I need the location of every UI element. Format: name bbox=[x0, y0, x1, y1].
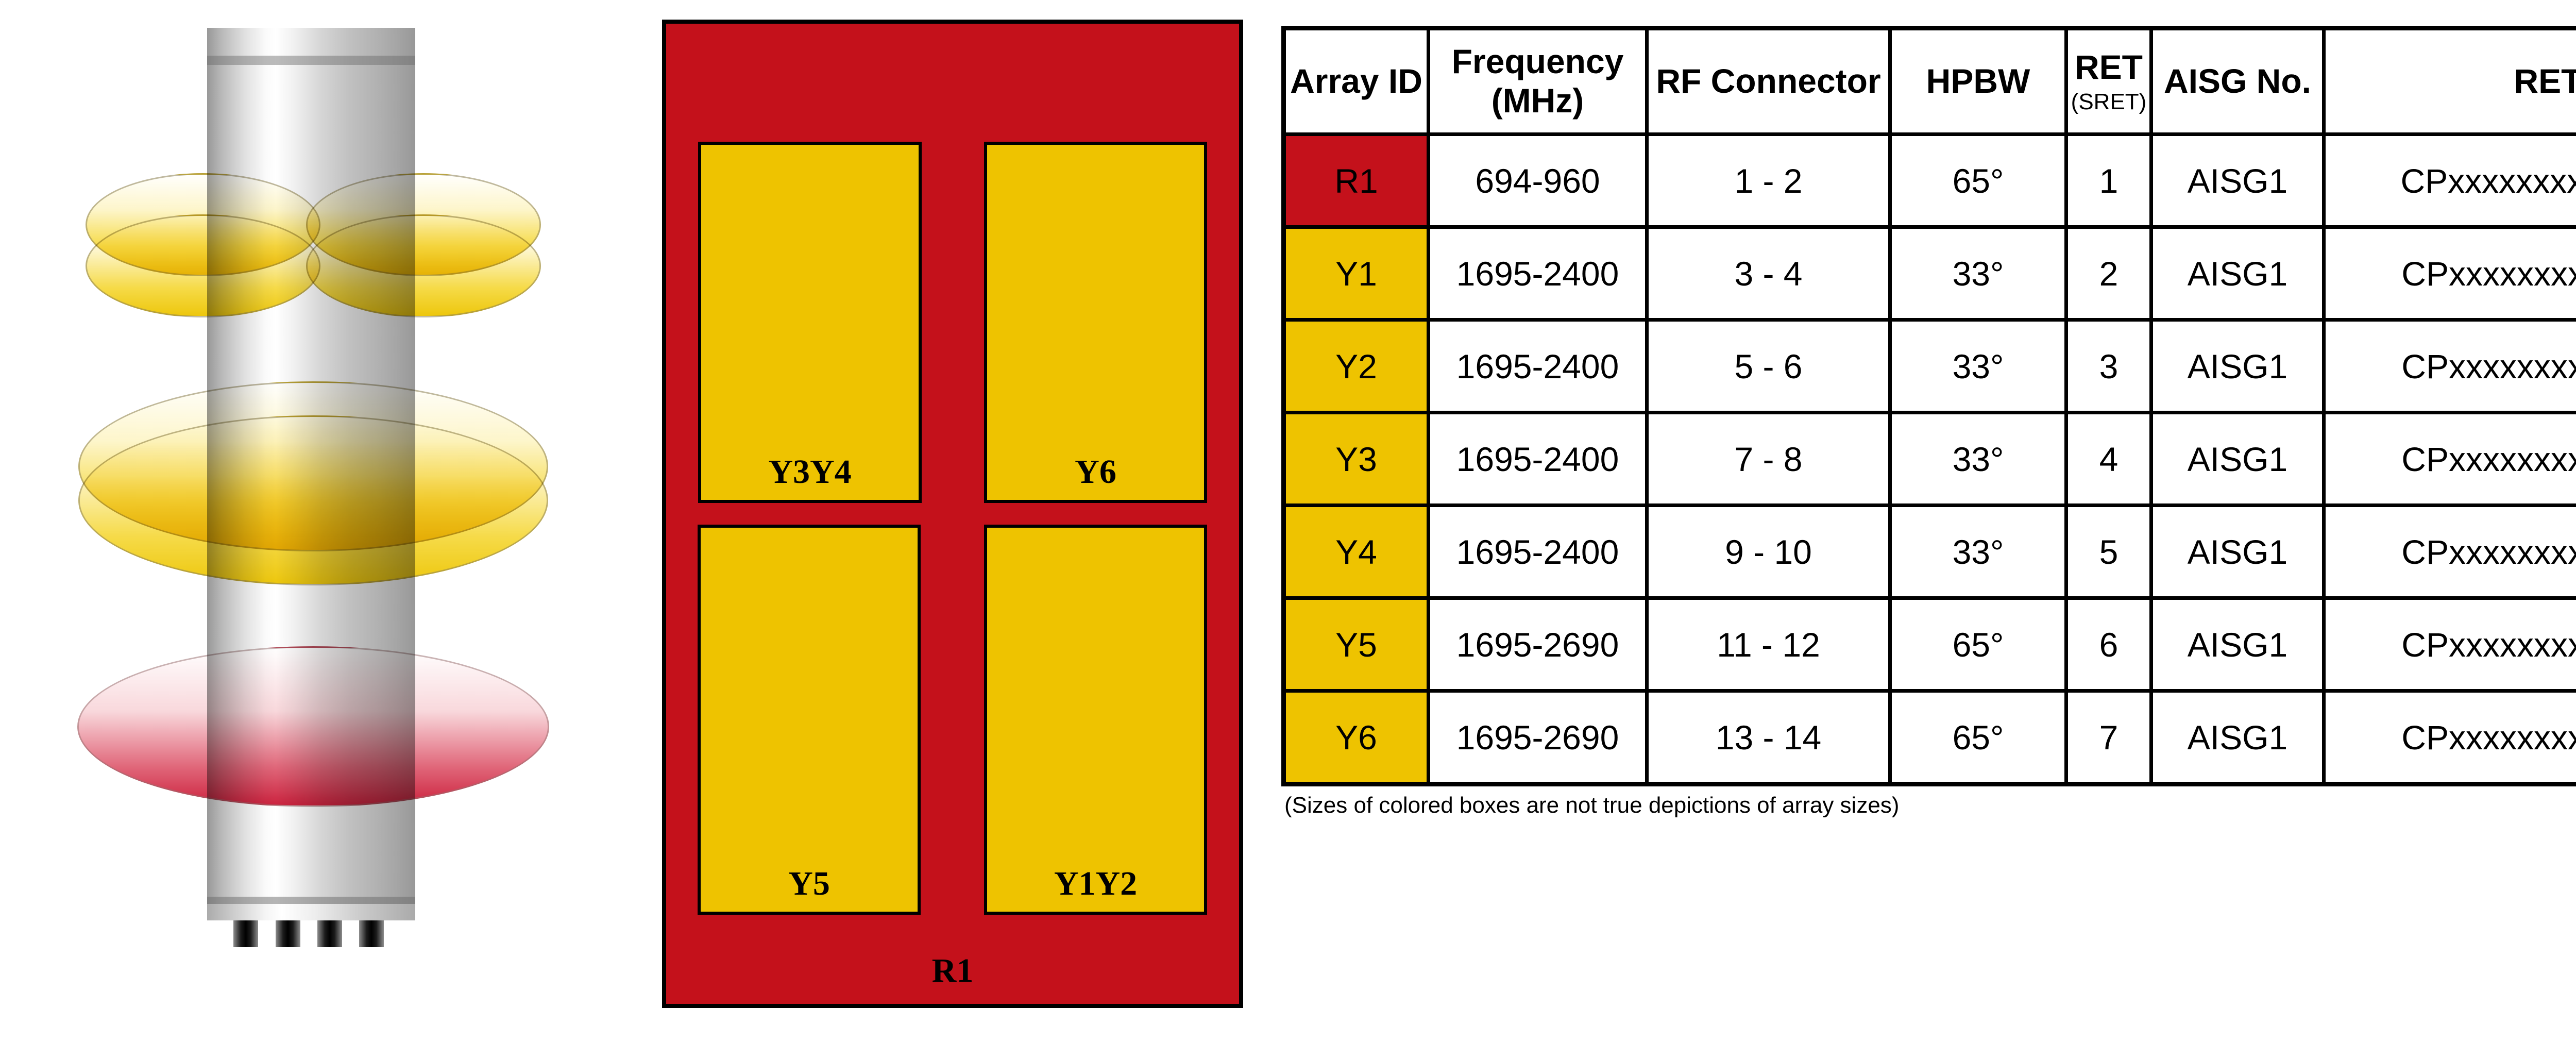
wide-yellow-beam-ellipse bbox=[78, 415, 548, 585]
array-id-cell: Y3 bbox=[1282, 411, 1430, 507]
rf-connector-stub bbox=[317, 920, 342, 947]
array-box-label: Y6 bbox=[1075, 453, 1116, 491]
frequency-cell: 694-960 bbox=[1427, 132, 1649, 229]
ret-cell: 5 bbox=[2064, 503, 2153, 600]
narrow-yellow-beam-right-ellipse bbox=[306, 214, 541, 317]
array-id-cell: Y5 bbox=[1282, 596, 1430, 693]
table-footnote: (Sizes of colored boxes are not true dep… bbox=[1284, 793, 1900, 818]
rf-connector-stub bbox=[276, 920, 300, 947]
array-layout-panel: Y3Y4 Y6 Y5 Y1Y2 R1 bbox=[662, 20, 1243, 1008]
array-box-label: Y1Y2 bbox=[1054, 865, 1138, 902]
hpbw-cell: 33° bbox=[1888, 318, 2068, 414]
ret-cell: 7 bbox=[2064, 689, 2153, 786]
array-spec-table: Array ID Frequency (MHz) RF Connector HPB… bbox=[1281, 26, 2576, 786]
ret-cell: 4 bbox=[2064, 411, 2153, 507]
col-header-array-id: Array ID bbox=[1282, 26, 1430, 136]
table-row: Y4 1695-2400 9 - 10 33° 5 AISG1 CPxxxxxx… bbox=[1282, 503, 2576, 600]
ret-uid-cell: CPxxxxxxxxxxxxxxxxY4 bbox=[2322, 503, 2576, 600]
table-row: R1 694-960 1 - 2 65° 1 AISG1 CPxxxxxxxxx… bbox=[1282, 132, 2576, 229]
array-box-y3y4: Y3Y4 bbox=[698, 142, 922, 503]
hpbw-cell: 65° bbox=[1888, 689, 2068, 786]
col-header-hpbw: HPBW bbox=[1888, 26, 2068, 136]
radome-bottom-seam bbox=[207, 897, 415, 904]
col-header-ret-uid: RET UID bbox=[2322, 26, 2576, 136]
aisg-cell: AISG1 bbox=[2149, 411, 2326, 507]
rf-connector-stub bbox=[359, 920, 384, 947]
array-box-label: Y5 bbox=[788, 865, 830, 902]
ret-uid-cell: CPxxxxxxxxxxxxxxxxY6 bbox=[2322, 689, 2576, 786]
array-id-cell: Y6 bbox=[1282, 689, 1430, 786]
ret-cell: 6 bbox=[2064, 596, 2153, 693]
hpbw-cell: 65° bbox=[1888, 596, 2068, 693]
array-id-cell: Y2 bbox=[1282, 318, 1430, 414]
rf-connector-cell: 11 - 12 bbox=[1645, 596, 1892, 693]
array-panel-label-r1: R1 bbox=[931, 952, 974, 989]
aisg-cell: AISG1 bbox=[2149, 503, 2326, 600]
array-id-cell: R1 bbox=[1282, 132, 1430, 229]
array-box-y1y2: Y1Y2 bbox=[984, 525, 1207, 915]
radome-end-cap bbox=[207, 904, 415, 920]
frequency-cell: 1695-2400 bbox=[1427, 318, 1649, 414]
col-header-aisg-no: AISG No. bbox=[2149, 26, 2326, 136]
ret-cell: 2 bbox=[2064, 225, 2153, 322]
rf-connector-cell: 13 - 14 bbox=[1645, 689, 1892, 786]
rf-connector-cell: 3 - 4 bbox=[1645, 225, 1892, 322]
red-beam-ellipse bbox=[77, 646, 549, 807]
hpbw-cell: 33° bbox=[1888, 411, 2068, 507]
hpbw-cell: 33° bbox=[1888, 225, 2068, 322]
table-row: Y6 1695-2690 13 - 14 65° 7 AISG1 CPxxxxx… bbox=[1282, 689, 2576, 786]
aisg-cell: AISG1 bbox=[2149, 689, 2326, 786]
array-box-y6: Y6 bbox=[984, 142, 1207, 503]
array-box-y5: Y5 bbox=[698, 525, 921, 915]
frequency-cell: 1695-2690 bbox=[1427, 689, 1649, 786]
col-header-frequency: Frequency (MHz) bbox=[1427, 26, 1649, 136]
rf-connector-stub bbox=[233, 920, 258, 947]
aisg-cell: AISG1 bbox=[2149, 596, 2326, 693]
rf-connector-cell: 9 - 10 bbox=[1645, 503, 1892, 600]
ret-uid-cell: CPxxxxxxxxxxxxxxxxY3 bbox=[2322, 411, 2576, 507]
frequency-cell: 1695-2400 bbox=[1427, 225, 1649, 322]
col-header-ret: RET (SRET) bbox=[2064, 26, 2153, 136]
ret-cell: 1 bbox=[2064, 132, 2153, 229]
frequency-cell: 1695-2690 bbox=[1427, 596, 1649, 693]
ret-uid-cell: CPxxxxxxxxxxxxxxxxY5 bbox=[2322, 596, 2576, 693]
table-row: Y3 1695-2400 7 - 8 33° 4 AISG1 CPxxxxxxx… bbox=[1282, 411, 2576, 507]
rf-connector-cell: 7 - 8 bbox=[1645, 411, 1892, 507]
ret-uid-cell: CPxxxxxxxxxxxxxxxxY1 bbox=[2322, 225, 2576, 322]
table-header-row: Array ID Frequency (MHz) RF Connector HPB… bbox=[1282, 26, 2576, 136]
aisg-cell: AISG1 bbox=[2149, 225, 2326, 322]
frequency-cell: 1695-2400 bbox=[1427, 411, 1649, 507]
radome-top-seam bbox=[207, 56, 415, 65]
table-row: Y1 1695-2400 3 - 4 33° 2 AISG1 CPxxxxxxx… bbox=[1282, 225, 2576, 322]
array-box-label: Y3Y4 bbox=[768, 453, 852, 491]
rf-connector-cell: 5 - 6 bbox=[1645, 318, 1892, 414]
aisg-cell: AISG1 bbox=[2149, 132, 2326, 229]
hpbw-cell: 65° bbox=[1888, 132, 2068, 229]
table-row: Y2 1695-2400 5 - 6 33° 3 AISG1 CPxxxxxxx… bbox=[1282, 318, 2576, 414]
ret-cell: 3 bbox=[2064, 318, 2153, 414]
ret-uid-cell: CPxxxxxxxxxxxxxxxxR1 bbox=[2322, 132, 2576, 229]
frequency-cell: 1695-2400 bbox=[1427, 503, 1649, 600]
rf-connector-cell: 1 - 2 bbox=[1645, 132, 1892, 229]
hpbw-cell: 33° bbox=[1888, 503, 2068, 600]
array-id-cell: Y1 bbox=[1282, 225, 1430, 322]
narrow-yellow-beam-left-ellipse bbox=[86, 214, 320, 317]
aisg-cell: AISG1 bbox=[2149, 318, 2326, 414]
array-id-cell: Y4 bbox=[1282, 503, 1430, 600]
table-row: Y5 1695-2690 11 - 12 65° 6 AISG1 CPxxxxx… bbox=[1282, 596, 2576, 693]
col-header-rf-connector: RF Connector bbox=[1645, 26, 1892, 136]
ret-uid-cell: CPxxxxxxxxxxxxxxxxY2 bbox=[2322, 318, 2576, 414]
